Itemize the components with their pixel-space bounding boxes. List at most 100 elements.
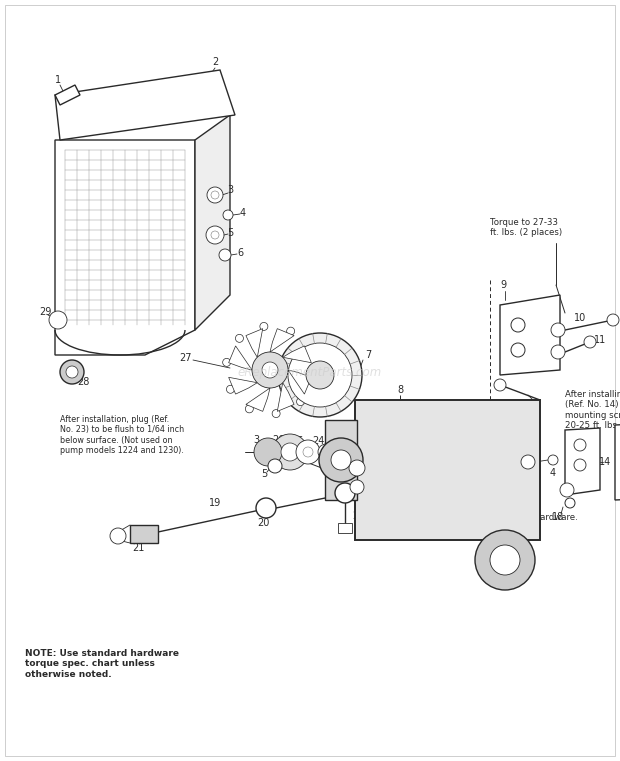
Text: 24: 24 <box>312 436 324 446</box>
Circle shape <box>223 358 231 366</box>
Bar <box>130 525 158 543</box>
Circle shape <box>278 333 362 417</box>
Bar <box>338 523 352 533</box>
Circle shape <box>350 480 364 494</box>
Circle shape <box>286 327 294 335</box>
Circle shape <box>296 398 304 406</box>
Circle shape <box>219 249 231 261</box>
Circle shape <box>318 444 334 460</box>
Text: 7: 7 <box>365 350 371 360</box>
Polygon shape <box>283 346 311 363</box>
Circle shape <box>254 438 282 466</box>
Circle shape <box>272 434 308 470</box>
Text: 1: 1 <box>55 75 61 85</box>
Text: 4: 4 <box>240 208 246 218</box>
Circle shape <box>349 460 365 476</box>
Circle shape <box>319 438 363 482</box>
Polygon shape <box>246 388 270 412</box>
Circle shape <box>66 366 78 378</box>
Text: 21: 21 <box>132 543 144 553</box>
Circle shape <box>260 323 268 330</box>
Polygon shape <box>288 370 311 394</box>
Text: 6: 6 <box>237 248 243 258</box>
Polygon shape <box>615 423 620 500</box>
Circle shape <box>309 374 317 381</box>
Circle shape <box>60 360 84 384</box>
Circle shape <box>548 455 558 465</box>
Text: 25: 25 <box>292 436 304 446</box>
Circle shape <box>511 343 525 357</box>
Text: 3: 3 <box>253 435 259 445</box>
Polygon shape <box>246 329 263 357</box>
Text: NOTE: Use standard hardware
torque spec. chart unless
otherwise noted.: NOTE: Use standard hardware torque spec.… <box>25 649 179 679</box>
Circle shape <box>494 379 506 391</box>
Text: 19: 19 <box>209 498 221 508</box>
Bar <box>325 420 357 500</box>
Polygon shape <box>195 115 230 330</box>
Text: 22: 22 <box>339 474 352 484</box>
Circle shape <box>574 439 586 451</box>
Text: eReplacementParts.com: eReplacementParts.com <box>238 366 382 380</box>
Polygon shape <box>270 329 294 352</box>
Text: 21: 21 <box>352 511 364 521</box>
Text: 3: 3 <box>227 185 233 195</box>
Text: 20: 20 <box>257 518 269 528</box>
Circle shape <box>607 314 619 326</box>
Text: 28: 28 <box>77 377 89 387</box>
Text: 8: 8 <box>397 385 403 395</box>
Circle shape <box>226 385 234 393</box>
Circle shape <box>211 231 219 239</box>
Circle shape <box>551 323 565 337</box>
Circle shape <box>49 311 67 329</box>
Circle shape <box>560 483 574 497</box>
Circle shape <box>574 459 586 471</box>
Circle shape <box>551 345 565 359</box>
Text: 29: 29 <box>39 307 51 317</box>
Circle shape <box>303 447 313 457</box>
Circle shape <box>211 191 219 199</box>
Circle shape <box>207 187 223 203</box>
Text: Existing pump hardware.: Existing pump hardware. <box>470 513 578 522</box>
Circle shape <box>256 498 276 518</box>
Text: After installation, plug (Ref.
No. 23) to be flush to 1/64 inch
below surface. (: After installation, plug (Ref. No. 23) t… <box>60 415 184 455</box>
Text: 4: 4 <box>550 468 556 478</box>
Polygon shape <box>500 295 560 375</box>
Polygon shape <box>565 428 600 495</box>
Polygon shape <box>55 140 195 355</box>
Text: 10: 10 <box>574 313 586 323</box>
Text: Torque to 27-33
ft. lbs. (2 places): Torque to 27-33 ft. lbs. (2 places) <box>490 218 562 237</box>
Bar <box>355 400 540 540</box>
Circle shape <box>110 528 126 544</box>
Text: 5: 5 <box>227 228 233 238</box>
Circle shape <box>490 545 520 575</box>
Circle shape <box>565 498 575 508</box>
Circle shape <box>236 334 244 342</box>
Circle shape <box>296 440 320 464</box>
Polygon shape <box>229 346 252 370</box>
Text: 18: 18 <box>552 512 564 522</box>
Circle shape <box>252 352 288 388</box>
Text: 5: 5 <box>261 469 267 479</box>
Circle shape <box>335 483 355 503</box>
Circle shape <box>281 443 299 461</box>
Polygon shape <box>229 377 257 394</box>
Circle shape <box>475 530 535 590</box>
Polygon shape <box>55 70 235 140</box>
Text: 12: 12 <box>526 400 538 410</box>
Polygon shape <box>55 85 80 105</box>
Circle shape <box>521 455 535 469</box>
Text: 13: 13 <box>514 448 526 458</box>
Text: 27: 27 <box>179 353 191 363</box>
Circle shape <box>246 405 254 413</box>
Circle shape <box>206 226 224 244</box>
Circle shape <box>306 361 334 389</box>
Text: 11: 11 <box>594 335 606 345</box>
Text: 14: 14 <box>599 457 611 467</box>
Text: 2: 2 <box>212 57 218 67</box>
Circle shape <box>331 450 351 470</box>
Text: 9: 9 <box>500 280 506 290</box>
Circle shape <box>268 459 282 473</box>
Circle shape <box>223 210 233 220</box>
Text: 23: 23 <box>339 493 351 503</box>
Circle shape <box>584 336 596 348</box>
